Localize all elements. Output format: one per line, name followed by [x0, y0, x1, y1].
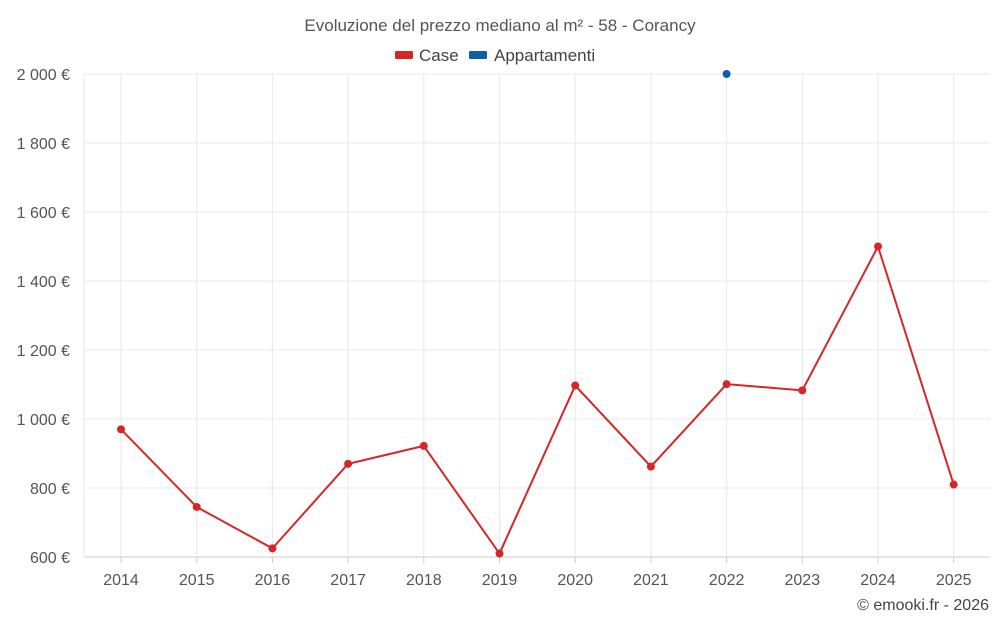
data-point-case[interactable]: [495, 549, 504, 558]
y-gridlines: [84, 73, 990, 558]
y-tick-label: 600 €: [30, 550, 70, 567]
data-point-case[interactable]: [722, 380, 731, 389]
x-tick-label: 2019: [482, 572, 518, 589]
legend-label-appartamenti: Appartamenti: [494, 46, 595, 65]
x-tick-label: 2016: [255, 572, 291, 589]
x-tick-label: 2015: [179, 572, 215, 589]
data-point-case[interactable]: [419, 441, 428, 450]
x-gridlines: [83, 74, 955, 563]
x-tick-label: 2020: [557, 572, 593, 589]
data-point-appartamenti[interactable]: [722, 70, 731, 78]
y-tick-label: 1 400 €: [17, 274, 70, 291]
legend-swatch-case: [395, 51, 413, 59]
x-tick-label: 2023: [785, 572, 821, 589]
data-point-case[interactable]: [874, 242, 882, 251]
footer-credit: © emooki.fr - 2026: [857, 597, 989, 614]
data-point-case[interactable]: [344, 459, 353, 468]
legend-item-appartamenti[interactable]: Appartamenti: [469, 46, 595, 65]
chart-title: Evoluzione del prezzo mediano al m² - 58…: [304, 16, 696, 35]
series-lines: [120, 245, 955, 555]
data-point-case[interactable]: [798, 386, 807, 395]
y-tick-label: 1 600 €: [17, 205, 70, 222]
data-point-case[interactable]: [192, 502, 201, 511]
y-tick-label: 1 000 €: [17, 412, 70, 429]
legend-item-case[interactable]: Case: [395, 46, 459, 65]
y-axis-ticks: 600 € 800 € 1 000 € 1 200 € 1 400 € 1 600 € 1 …: [17, 67, 70, 567]
y-tick-label: 800 €: [30, 481, 70, 498]
data-point-case[interactable]: [571, 381, 580, 390]
x-axis-ticks: 2014 2015 2016 2017 2018 2019 2020 2021 2022 2023…: [103, 572, 971, 589]
data-point-case[interactable]: [949, 480, 958, 489]
x-tick-label: 2024: [860, 572, 896, 589]
series-points: [117, 70, 958, 558]
data-point-case[interactable]: [117, 425, 125, 434]
data-point-case[interactable]: [268, 544, 277, 553]
y-tick-label: 2 000 €: [17, 67, 70, 84]
legend-swatch-appartamenti: [469, 51, 487, 59]
series-line-case: [120, 245, 955, 555]
x-tick-label: 2014: [103, 572, 139, 589]
x-tick-label: 2022: [709, 572, 745, 589]
y-tick-label: 1 800 €: [17, 136, 70, 153]
legend-label-case: Case: [419, 46, 459, 65]
legend: Case Appartamenti: [395, 46, 595, 65]
y-tick-label: 1 200 €: [17, 343, 70, 360]
x-tick-label: 2017: [330, 572, 366, 589]
x-tick-label: 2025: [936, 572, 972, 589]
x-tick-label: 2021: [633, 572, 669, 589]
x-tick-label: 2018: [406, 572, 442, 589]
data-point-case[interactable]: [646, 462, 655, 471]
